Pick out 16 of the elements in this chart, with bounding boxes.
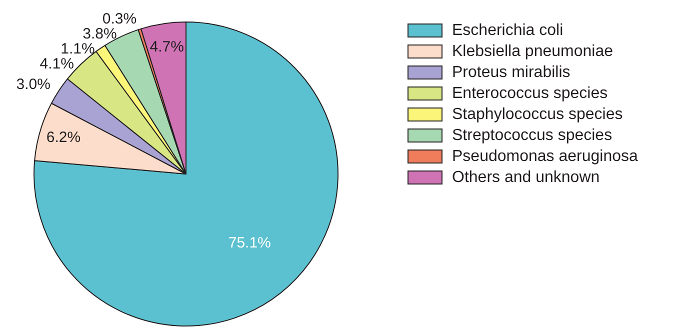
legend-label: Enterococcus species: [452, 85, 608, 102]
legend-label: Proteus mirabilis: [452, 64, 570, 82]
data-label: 1.1%: [60, 40, 95, 58]
legend-label: Escherichia coli: [452, 22, 564, 40]
legend-label: Pseudomonas aeruginosa: [452, 148, 638, 166]
legend-label: Streptococcus species: [452, 127, 612, 144]
legend-label: Staphylococcus species: [452, 106, 623, 124]
legend-label: Klebsiella pneumoniae: [452, 43, 614, 60]
data-label: 4.1%: [40, 56, 74, 73]
data-label: 6.2%: [46, 128, 81, 146]
legend-label: Others and unknown: [452, 169, 600, 186]
data-label: 4.7%: [150, 38, 184, 56]
data-label: 3.0%: [16, 76, 50, 94]
data-label: 0.3%: [102, 10, 137, 28]
data-label: 75.1%: [228, 234, 271, 252]
data-label: 3.8%: [82, 26, 117, 43]
